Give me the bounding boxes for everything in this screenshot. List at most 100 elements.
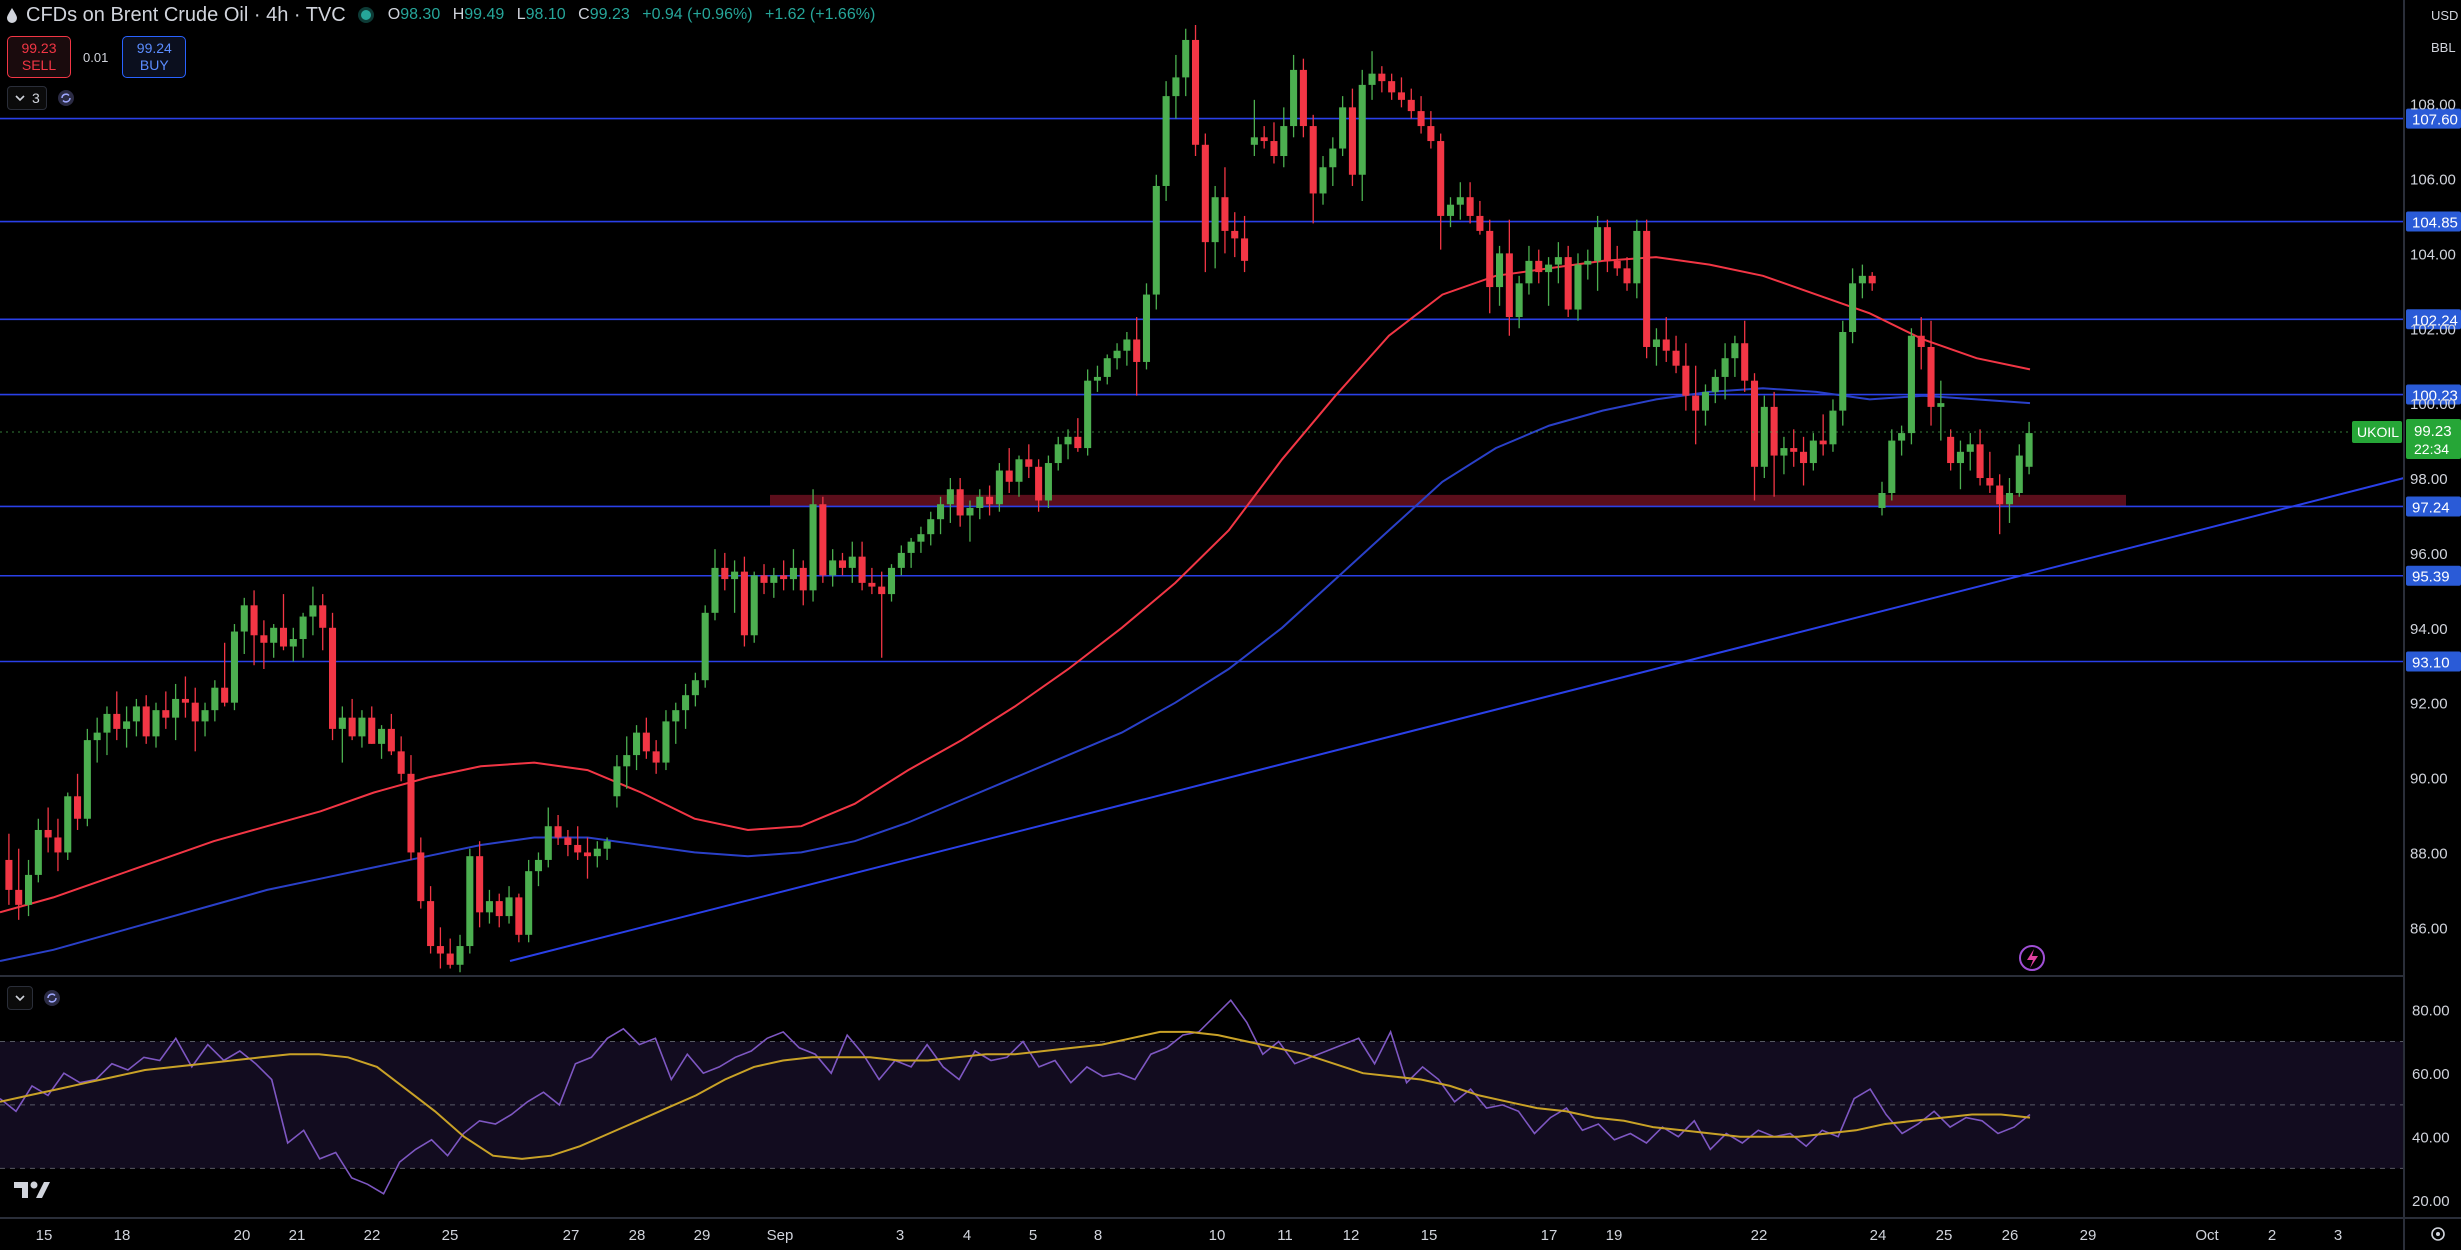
candle [358,710,366,748]
candle [1878,481,1886,516]
candle-body [1142,294,1151,362]
candle-body [534,859,542,872]
price-tick-label: 96.00 [2410,546,2448,563]
time-tick-label: 8 [1094,1227,1102,1244]
settings-gear-icon[interactable] [2431,1227,2445,1241]
candle-body [1113,350,1121,359]
candle-body [1074,436,1082,449]
candle [623,736,631,789]
candle [34,818,42,883]
rsi-ma-line [0,1030,2031,1160]
candle [1888,429,1896,501]
candle [1309,114,1317,224]
replay-icon[interactable] [2019,945,2045,971]
candle-body [230,631,238,703]
candle [1986,451,1994,493]
currency-selector[interactable]: USD [2431,7,2459,23]
candle-body [554,826,562,838]
candle [44,807,52,853]
candle [1182,28,1190,97]
candle-body [1329,148,1337,168]
rsi-tick-label: 80.00 [2412,1003,2450,1020]
candle [2025,421,2033,475]
candle-body [1368,73,1376,85]
candle-body [1446,204,1455,216]
candle-body [1603,227,1611,261]
candle-body [505,897,513,917]
candle-body [1103,358,1111,377]
tradingview-logo-icon[interactable] [12,1178,52,1202]
candle-body [1437,141,1445,216]
last-price-label: 99.23 [2414,423,2452,440]
candle [1437,133,1445,250]
candle-body [721,567,729,580]
candle [1535,249,1543,284]
candle [633,725,641,771]
candle [1633,219,1641,299]
indicators-toggle[interactable]: 3 [7,86,47,110]
time-tick-label: 22 [364,1227,381,1244]
time-tick-label: 17 [1541,1227,1558,1244]
candle [574,826,582,860]
candle [809,489,817,602]
candle [642,717,650,759]
buy-button[interactable]: 99.24 BUY [122,36,187,78]
candle [181,676,189,718]
level-price-label: 97.24 [2412,499,2450,516]
candle-body [613,766,621,797]
candle-body [1231,230,1239,239]
candle-body [1270,141,1278,157]
candle-body [986,496,994,505]
change-value: +0.94 (+0.96%) [642,6,753,23]
candle [1074,418,1082,452]
symbol-title[interactable]: CFDs on Brent Crude Oil · 4h · TVC [26,3,346,26]
rsi-collapse-toggle[interactable] [7,986,33,1010]
candle-body [1152,185,1160,295]
candle [544,807,552,868]
support-zone [770,494,2126,507]
candle-body [1849,283,1857,332]
candle-body [211,687,219,711]
time-tick-label: 25 [442,1227,459,1244]
candle-body [1888,440,1896,493]
candle-body [309,605,317,617]
price-tick-label: 102.00 [2410,321,2456,338]
sync-icon[interactable] [57,89,75,107]
candle-body [1486,230,1494,288]
sell-button[interactable]: 99.23 SELL [7,36,71,78]
candle [1113,343,1121,370]
price-scale: 86.00 88.00 90.00 92.00 94.00 96.00 98.00 100.0… [2410,97,2456,938]
candle [986,485,994,516]
candle [907,537,915,568]
level-price-tag [2406,496,2461,517]
candle-body [1574,264,1582,310]
candle-body [1290,69,1298,127]
candle [299,612,307,658]
time-tick-label: 21 [289,1227,306,1244]
candle [1064,429,1072,460]
candle-body [1133,339,1141,362]
candle [1348,88,1356,186]
gear-hub [2436,1232,2440,1236]
candle-body [152,710,160,737]
candle-body [1594,227,1602,261]
candle-body [1682,365,1690,396]
candle [319,594,327,651]
price-tick-label: 88.00 [2410,845,2448,862]
candle [162,691,170,729]
candle [927,511,935,546]
time-tick-label: 27 [563,1227,580,1244]
candle-body [1545,264,1553,273]
candle [1290,54,1298,138]
ma-slow-line [0,387,2031,962]
candle [378,725,386,759]
unit-selector[interactable]: BBL [2431,39,2456,55]
candle [103,706,111,756]
candle [1191,24,1200,157]
sync-icon[interactable] [43,989,61,1007]
candle [1025,444,1033,479]
candle [1035,459,1043,512]
moving-averages [0,256,2031,962]
candle-body [15,889,23,905]
